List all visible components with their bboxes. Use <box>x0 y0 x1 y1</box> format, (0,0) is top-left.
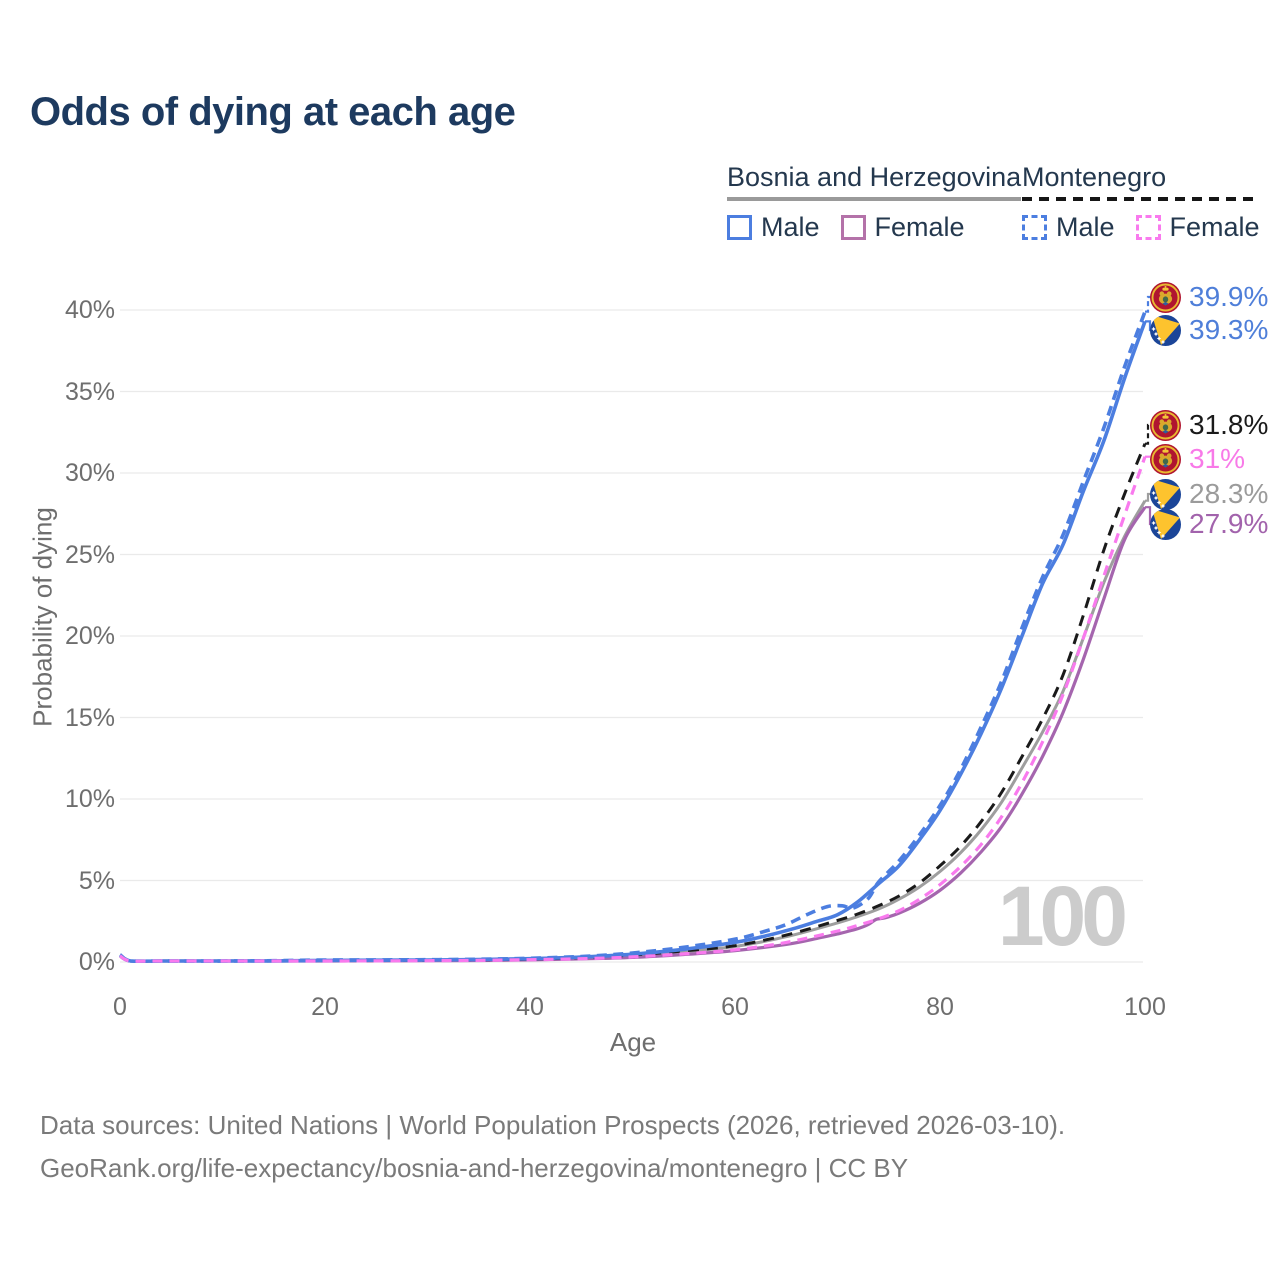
montenegro-line-style-swatch <box>1022 197 1260 201</box>
end-label-bih-combined: 28.3% <box>1150 477 1268 511</box>
legend-label-bosnia-female[interactable]: Female <box>874 212 965 242</box>
x-tick-label-60: 60 <box>721 993 749 1021</box>
y-tick-label-0: 0% <box>78 948 115 976</box>
end-label-bih-male: 39.3% <box>1150 313 1268 347</box>
montenegro-flag-icon <box>1150 281 1181 313</box>
x-tick-label-80: 80 <box>926 993 954 1021</box>
y-tick-label-30: 30% <box>64 459 115 487</box>
montenegro-flag-icon <box>1150 409 1181 441</box>
y-tick-label-20: 20% <box>64 622 115 650</box>
y-tick-label-40: 40% <box>64 296 115 324</box>
end-value-bih-female: 27.9% <box>1189 508 1269 539</box>
end-value-mne-female: 31% <box>1189 443 1246 474</box>
data-source-line: Data sources: United Nations | World Pop… <box>40 1110 1066 1140</box>
legend-label-montenegro-male[interactable]: Male <box>1056 212 1115 242</box>
x-tick-label-40: 40 <box>516 993 544 1021</box>
end-value-bih-male: 39.3% <box>1189 314 1269 345</box>
montenegro-flag-icon <box>1150 443 1181 475</box>
x-tick-label-0: 0 <box>113 993 127 1021</box>
x-tick-label-100: 100 <box>1124 993 1166 1021</box>
legend-label-bosnia-male[interactable]: Male <box>761 212 820 242</box>
bosnia-male-checkbox[interactable] <box>727 215 752 240</box>
end-label-mne-combined: 31.8% <box>1150 408 1268 442</box>
montenegro-female-checkbox[interactable] <box>1135 215 1161 240</box>
x-tick-label-20: 20 <box>311 993 339 1021</box>
bosnia-and-herzegovina-flag-icon <box>1150 508 1181 540</box>
legend-item-bosnia-female[interactable]: Female <box>840 212 965 243</box>
page-title: Odds of dying at each age <box>30 90 516 134</box>
license-line: GeoRank.org/life-expectancy/bosnia-and-h… <box>40 1153 909 1183</box>
montenegro-male-checkbox[interactable] <box>1022 215 1047 240</box>
bosnia-and-herzegovina-flag-icon <box>1150 314 1181 346</box>
y-tick-label-10: 10% <box>64 785 115 813</box>
legend-item-montenegro-female[interactable]: Female <box>1135 212 1260 243</box>
y-tick-label-35: 35% <box>64 377 115 406</box>
y-tick-label-15: 15% <box>64 703 115 732</box>
legend-country-montenegro: Montenegro <box>1022 162 1167 192</box>
legend-label-montenegro-female[interactable]: Female <box>1169 212 1260 242</box>
legend-row-montenegro: Male Female <box>1022 212 1260 243</box>
legend-group-bosnia: Bosnia and Herzegovina Male Female <box>727 162 1022 243</box>
end-label-mne-male: 39.9% <box>1150 280 1268 314</box>
end-value-mne-male: 39.9% <box>1189 281 1269 312</box>
legend-item-montenegro-male[interactable]: Male <box>1022 212 1115 243</box>
y-axis-title: Probability of dying <box>27 507 58 727</box>
end-label-bih-female: 27.9% <box>1150 507 1268 541</box>
bosnia-female-checkbox[interactable] <box>840 215 866 240</box>
data-source-attribution: Data sources: United Nations | World Pop… <box>40 1104 1065 1190</box>
bosnia-and-herzegovina-flag-icon <box>1150 478 1181 510</box>
end-label-mne-female: 31% <box>1150 442 1245 476</box>
y-tick-label-25: 25% <box>64 540 115 569</box>
series-line-bih-male <box>118 320 1147 963</box>
legend-row-bosnia: Male Female <box>727 212 1021 243</box>
bosnia-line-style-swatch <box>727 197 1022 201</box>
series-line-mne-male <box>118 310 1147 963</box>
end-value-mne-combined: 31.8% <box>1189 409 1269 440</box>
y-tick-label-5: 5% <box>78 866 115 895</box>
x-axis-title: Age <box>609 1027 657 1057</box>
legend-country-bosnia: Bosnia and Herzegovina <box>727 162 1022 192</box>
age-watermark: 100 <box>997 869 1128 963</box>
end-value-bih-combined: 28.3% <box>1189 478 1269 509</box>
legend-item-bosnia-male[interactable]: Male <box>727 212 820 243</box>
legend-group-montenegro: Montenegro Male Female <box>1022 162 1260 243</box>
